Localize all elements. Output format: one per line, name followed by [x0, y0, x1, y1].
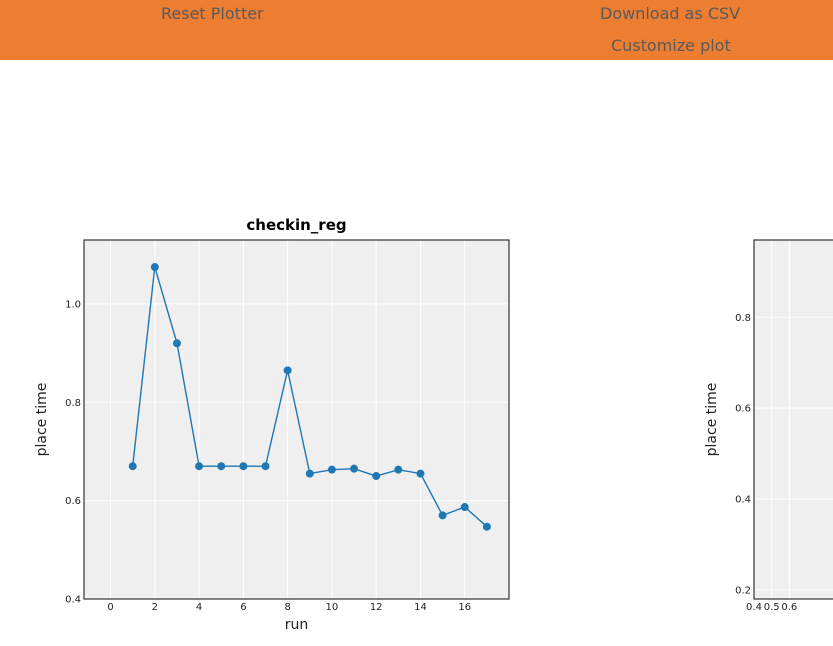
y-tick-label: 1.0	[65, 299, 81, 310]
y-tick-label: 0.4	[65, 595, 81, 606]
plot-area-2	[754, 240, 833, 599]
download-csv-button[interactable]: Download as CSV	[600, 4, 741, 23]
y-tick-label: 0.2	[735, 585, 751, 596]
plot-area-1	[84, 240, 509, 599]
y-tick-label: 0.8	[65, 398, 81, 409]
plot-frame-1	[83, 239, 510, 600]
data-point	[283, 366, 292, 375]
x-tick-label: 0.5	[764, 602, 780, 613]
x-tick-label: 12	[370, 602, 383, 613]
x-tick-label: 0	[107, 602, 113, 613]
data-point	[438, 511, 447, 520]
data-point	[394, 465, 403, 474]
data-point	[172, 339, 181, 348]
y-tick-label: 0.6	[65, 496, 81, 507]
x-tick-label: 0.4	[746, 602, 762, 613]
data-point	[305, 469, 314, 478]
toolbar: Reset Plotter Download as CSV Customize …	[0, 0, 833, 60]
data-point	[217, 462, 226, 471]
data-point	[128, 462, 137, 471]
plot-frame-2	[753, 239, 833, 600]
data-point	[416, 469, 425, 478]
data-point	[195, 462, 204, 471]
data-point	[482, 522, 491, 531]
x-tick-label: 4	[196, 602, 202, 613]
y-tick-label: 0.8	[735, 313, 751, 324]
x-tick-label: 2	[152, 602, 158, 613]
x-tick-label: 6	[240, 602, 246, 613]
data-point	[239, 462, 248, 471]
y-tick-label: 0.4	[735, 495, 751, 506]
data-point	[327, 465, 336, 474]
y-axis-label: place time	[34, 383, 50, 457]
x-axis-label: run	[285, 617, 309, 633]
chart-title: checkin_reg	[246, 216, 346, 234]
y-tick-label: 0.6	[735, 404, 751, 415]
data-point	[372, 472, 381, 481]
x-tick-label: 10	[326, 602, 339, 613]
y-axis-label: place time	[704, 383, 720, 457]
customize-plot-button[interactable]: Customize plot	[611, 36, 731, 55]
data-point	[460, 503, 469, 512]
x-tick-label: 0.6	[781, 602, 797, 613]
data-point	[261, 462, 270, 471]
x-tick-label: 14	[414, 602, 427, 613]
x-tick-label: 8	[284, 602, 290, 613]
data-point	[350, 464, 359, 473]
x-tick-label: 16	[458, 602, 471, 613]
reset-plotter-button[interactable]: Reset Plotter	[161, 4, 264, 23]
data-point	[150, 263, 159, 272]
